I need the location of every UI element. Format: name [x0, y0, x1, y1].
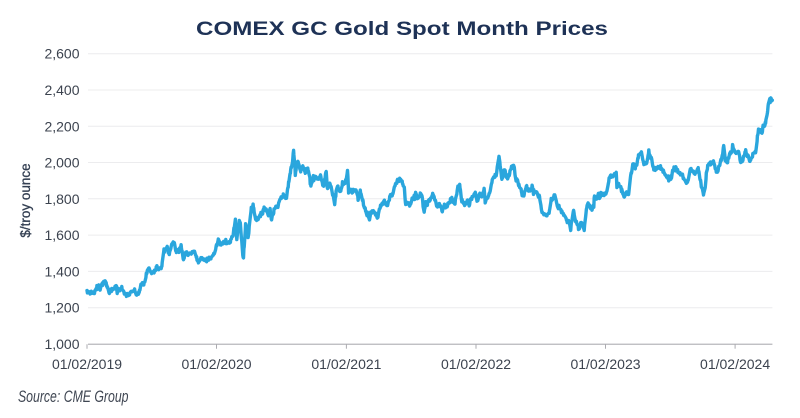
svg-text:2,000: 2,000 [44, 155, 79, 171]
svg-text:01/02/2019: 01/02/2019 [52, 356, 122, 372]
svg-text:$/troy ounce: $/troy ounce [18, 163, 33, 237]
svg-text:01/02/2020: 01/02/2020 [181, 356, 251, 372]
svg-text:01/02/2023: 01/02/2023 [570, 356, 640, 372]
svg-text:1,400: 1,400 [44, 263, 79, 279]
svg-text:2,200: 2,200 [44, 118, 79, 134]
svg-text:01/02/2021: 01/02/2021 [311, 356, 381, 372]
svg-text:COMEX GC Gold Spot Month Price: COMEX GC Gold Spot Month Prices [196, 18, 608, 40]
svg-text:1,200: 1,200 [44, 300, 79, 316]
svg-text:1,600: 1,600 [44, 227, 79, 243]
svg-text:Source: CME Group: Source: CME Group [18, 388, 129, 406]
svg-text:1,800: 1,800 [44, 191, 79, 207]
svg-text:2,400: 2,400 [44, 82, 79, 98]
svg-text:01/02/2024: 01/02/2024 [700, 356, 770, 372]
svg-text:01/02/2022: 01/02/2022 [441, 356, 511, 372]
svg-text:1,000: 1,000 [44, 336, 79, 352]
svg-text:2,600: 2,600 [44, 46, 79, 62]
